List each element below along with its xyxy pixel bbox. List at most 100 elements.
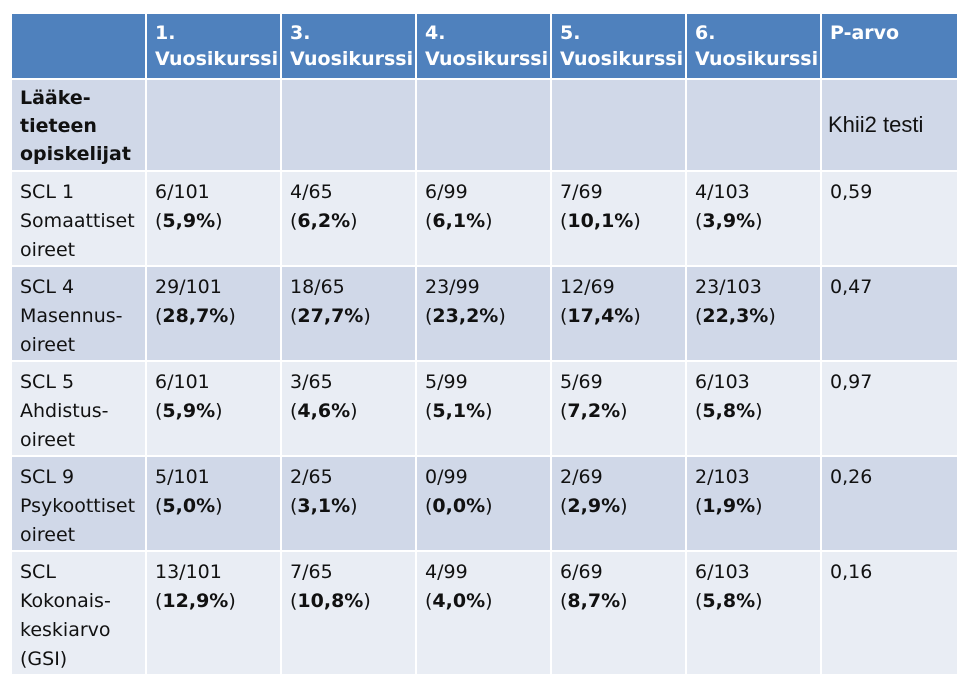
percent-value: 8,7% xyxy=(567,590,621,612)
row-label-line: SCL xyxy=(20,561,56,583)
row-label-line: oireet xyxy=(20,429,76,451)
data-cell: 2/69 (2,9%) xyxy=(550,455,687,552)
count: 6/103 xyxy=(695,371,750,393)
header-line2: Vuosikurssi xyxy=(425,48,549,70)
header-line1: 6. xyxy=(695,22,716,44)
data-cell: 2/65 (3,1%) xyxy=(280,455,417,552)
count: 7/69 xyxy=(560,181,603,203)
row-label-line: keskiarvo xyxy=(20,619,111,641)
percent-value: 6,1% xyxy=(432,210,486,232)
count: 2/69 xyxy=(560,466,603,488)
percent-value: 1,9% xyxy=(702,495,756,517)
empty-cell xyxy=(145,78,282,172)
count: 4/99 xyxy=(425,561,468,583)
empty-cell xyxy=(550,78,687,172)
percent: (17,4%) xyxy=(560,305,641,327)
percent-value: 7,2% xyxy=(567,400,621,422)
percent: (10,8%) xyxy=(290,590,371,612)
data-cell: 0/99 (0,0%) xyxy=(415,455,552,552)
group-row: Lääke- tieteen opiskelijat Khii2 testi xyxy=(10,78,959,172)
data-cell: 4/103 (3,9%) xyxy=(685,170,822,267)
count: 6/69 xyxy=(560,561,603,583)
percent: (23,2%) xyxy=(425,305,506,327)
data-cell: 29/101 (28,7%) xyxy=(145,265,282,362)
p-value-cell: 0,16 xyxy=(820,550,959,676)
empty-cell xyxy=(415,78,552,172)
count: 4/103 xyxy=(695,181,750,203)
percent-value: 5,1% xyxy=(432,400,486,422)
count: 23/99 xyxy=(425,276,480,298)
percent: (5,1%) xyxy=(425,400,493,422)
row-label-line: Ahdistus- xyxy=(20,400,109,422)
percent-value: 5,8% xyxy=(702,590,756,612)
count: 23/103 xyxy=(695,276,762,298)
row-label-line: Psykoottiset xyxy=(20,495,136,517)
header-line2: Vuosikurssi xyxy=(290,48,414,70)
data-cell: 23/103 (22,3%) xyxy=(685,265,822,362)
header-line1: P-arvo xyxy=(830,22,900,44)
count: 12/69 xyxy=(560,276,615,298)
percent-value: 28,7% xyxy=(162,305,229,327)
count: 0/99 xyxy=(425,466,468,488)
header-year-5: 5. Vuosikurssi xyxy=(550,12,687,80)
percent: (3,1%) xyxy=(290,495,358,517)
group-label-cell: Lääke- tieteen opiskelijat xyxy=(10,78,147,172)
count: 18/65 xyxy=(290,276,345,298)
data-cell: 4/65 (6,2%) xyxy=(280,170,417,267)
data-cell: 7/65 (10,8%) xyxy=(280,550,417,676)
percent-value: 5,0% xyxy=(162,495,216,517)
row-label-line: oireet xyxy=(20,334,76,356)
percent: (3,9%) xyxy=(695,210,763,232)
count: 13/101 xyxy=(155,561,222,583)
count: 5/69 xyxy=(560,371,603,393)
count: 2/103 xyxy=(695,466,750,488)
row-label-line: Masennus- xyxy=(20,305,123,327)
percent: (5,0%) xyxy=(155,495,223,517)
group-label-line: tieteen xyxy=(20,115,97,137)
count: 6/101 xyxy=(155,181,210,203)
count: 2/65 xyxy=(290,466,333,488)
header-p-value: P-arvo xyxy=(820,12,959,80)
count: 4/65 xyxy=(290,181,333,203)
header-corner-cell xyxy=(10,12,147,80)
percent: (5,8%) xyxy=(695,400,763,422)
header-year-3: 3. Vuosikurssi xyxy=(280,12,417,80)
data-cell: 3/65 (4,6%) xyxy=(280,360,417,457)
row-label-line: Somaattiset xyxy=(20,210,135,232)
data-cell: 5/69 (7,2%) xyxy=(550,360,687,457)
test-note: Khii2 testi xyxy=(828,112,924,137)
data-cell: 6/103 (5,8%) xyxy=(685,550,822,676)
header-row: 1. Vuosikurssi 3. Vuosikurssi 4. Vuosiku… xyxy=(10,12,959,80)
percent-value: 27,7% xyxy=(297,305,364,327)
percent: (22,3%) xyxy=(695,305,776,327)
count: 6/103 xyxy=(695,561,750,583)
p-value-cell: 0,97 xyxy=(820,360,959,457)
percent-value: 2,9% xyxy=(567,495,621,517)
percent: (4,0%) xyxy=(425,590,493,612)
empty-cell xyxy=(685,78,822,172)
row-label: SCL 4 Masennus- oireet xyxy=(10,265,147,362)
percent: (5,9%) xyxy=(155,400,223,422)
percent-value: 17,4% xyxy=(567,305,634,327)
percent: (2,9%) xyxy=(560,495,628,517)
row-label: SCL 9 Psykoottiset oireet xyxy=(10,455,147,552)
percent: (10,1%) xyxy=(560,210,641,232)
count: 7/65 xyxy=(290,561,333,583)
p-value-cell: 0,26 xyxy=(820,455,959,552)
header-line2: Vuosikurssi xyxy=(560,48,684,70)
data-cell: 5/99 (5,1%) xyxy=(415,360,552,457)
percent: (8,7%) xyxy=(560,590,628,612)
percent-value: 3,1% xyxy=(297,495,351,517)
header-year-1: 1. Vuosikurssi xyxy=(145,12,282,80)
table-row: SCL Kokonais- keskiarvo (GSI) 13/101 (12,… xyxy=(10,550,959,676)
row-label-line: SCL 5 xyxy=(20,371,75,393)
percent-value: 10,8% xyxy=(297,590,364,612)
row-label-line: SCL 4 xyxy=(20,276,75,298)
group-label-line: opiskelijat xyxy=(20,143,131,165)
percent: (5,9%) xyxy=(155,210,223,232)
percent-value: 5,8% xyxy=(702,400,756,422)
row-label: SCL Kokonais- keskiarvo (GSI) xyxy=(10,550,147,676)
data-cell: 23/99 (23,2%) xyxy=(415,265,552,362)
header-line2: Vuosikurssi xyxy=(155,48,279,70)
percent: (4,6%) xyxy=(290,400,358,422)
